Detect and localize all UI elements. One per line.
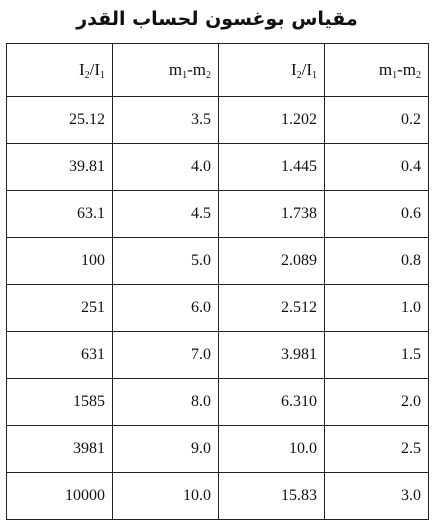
- table-cell: 8.0: [112, 378, 219, 426]
- header-text-sub2: 2: [416, 70, 421, 81]
- table-cell: 3.5: [112, 96, 219, 144]
- table-cell: 2.512: [218, 284, 325, 332]
- table-cell: 3.981: [218, 331, 325, 379]
- table-cell: 2.0: [324, 378, 429, 426]
- header-text-base: I: [290, 60, 297, 79]
- table-cell: 3981: [6, 425, 113, 473]
- table-cell: 10.0: [218, 425, 325, 473]
- table-cell: 0.8: [324, 237, 429, 285]
- header-text-sub1: 1: [182, 70, 188, 81]
- header-text-sub1: 2: [296, 70, 302, 81]
- table-cell: 9.0: [112, 425, 219, 473]
- table-cell: 6.0: [112, 284, 219, 332]
- header-intensity-ratio: I2/I1: [6, 43, 113, 97]
- table-row: 63.1 4.5 1.738 0.6: [6, 190, 429, 238]
- table-cell: 7.0: [112, 331, 219, 379]
- table-cell: 1585: [6, 378, 113, 426]
- table-cell: 6.310: [218, 378, 325, 426]
- table-title: مقياس بوغسون لحساب القدر: [76, 8, 358, 30]
- table-row: 251 6.0 2.512 1.0: [6, 284, 429, 332]
- header-magnitude-difference: m1-m2: [324, 43, 429, 97]
- table-cell: 4.0: [112, 143, 219, 191]
- table-cell: 5.0: [112, 237, 219, 285]
- table-row: 1585 8.0 6.310 2.0: [6, 378, 429, 426]
- table-cell: 631: [6, 331, 113, 379]
- header-text-mid: -m: [397, 60, 416, 79]
- table-cell: 25.12: [6, 96, 113, 144]
- header-text-base: m: [378, 60, 393, 79]
- header-text-mid: /I: [301, 60, 312, 79]
- table-cell: 1.738: [218, 190, 325, 238]
- table-cell: 1.5: [324, 331, 429, 379]
- table-cell: 100: [6, 237, 113, 285]
- header-text-sub1: 2: [84, 70, 90, 81]
- table-row: 3981 9.0 10.0 2.5: [6, 425, 429, 473]
- table-cell: 1.445: [218, 143, 325, 191]
- table-row: 100 5.0 2.089 0.8: [6, 237, 429, 285]
- header-text-sub2: 2: [206, 70, 211, 81]
- table-cell: 10000: [6, 472, 113, 520]
- table-row: 631 7.0 3.981 1.5: [6, 331, 429, 379]
- table-cell: 1.202: [218, 96, 325, 144]
- table-cell: 4.5: [112, 190, 219, 238]
- table-cell: 3.0: [324, 472, 429, 520]
- table-cell: 0.4: [324, 143, 429, 191]
- table-cell: 0.2: [324, 96, 429, 144]
- table-cell: 2.089: [218, 237, 325, 285]
- header-intensity-ratio: I2/I1: [218, 43, 325, 97]
- header-text-sub1: 1: [392, 70, 398, 81]
- table-row: 25.12 3.5 1.202 0.2: [6, 96, 429, 144]
- header-magnitude-difference: m1-m2: [112, 43, 219, 97]
- header-text-sub2: 1: [100, 70, 105, 81]
- table-cell: 10.0: [112, 472, 219, 520]
- pogson-magnitude-table: I2/I1 m1-m2 I2/I1 m1-m2 25.12 3.5 1.202 0.2 39.…: [6, 43, 429, 520]
- table-row: 39.81 4.0 1.445 0.4: [6, 143, 429, 191]
- table-cell: 251: [6, 284, 113, 332]
- header-text-mid: /I: [89, 60, 100, 79]
- header-text-base: I: [78, 60, 85, 79]
- table-cell: 63.1: [6, 190, 113, 238]
- table-cell: 39.81: [6, 143, 113, 191]
- header-row: I2/I1 m1-m2 I2/I1 m1-m2: [6, 43, 429, 97]
- header-text-sub2: 1: [312, 70, 317, 81]
- table-cell: 15.83: [218, 472, 325, 520]
- header-text-base: m: [168, 60, 183, 79]
- table-cell: 0.6: [324, 190, 429, 238]
- header-text-mid: -m: [187, 60, 206, 79]
- table-cell: 2.5: [324, 425, 429, 473]
- table-body: 25.12 3.5 1.202 0.2 39.81 4.0 1.445 0.4 63.1 4.5 1…: [6, 96, 429, 520]
- table-cell: 1.0: [324, 284, 429, 332]
- table-row: 10000 10.0 15.83 3.0: [6, 472, 429, 520]
